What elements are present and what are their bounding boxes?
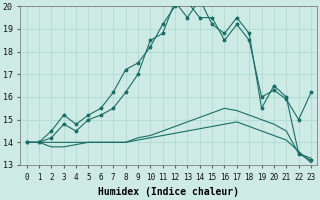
X-axis label: Humidex (Indice chaleur): Humidex (Indice chaleur)	[98, 187, 239, 197]
